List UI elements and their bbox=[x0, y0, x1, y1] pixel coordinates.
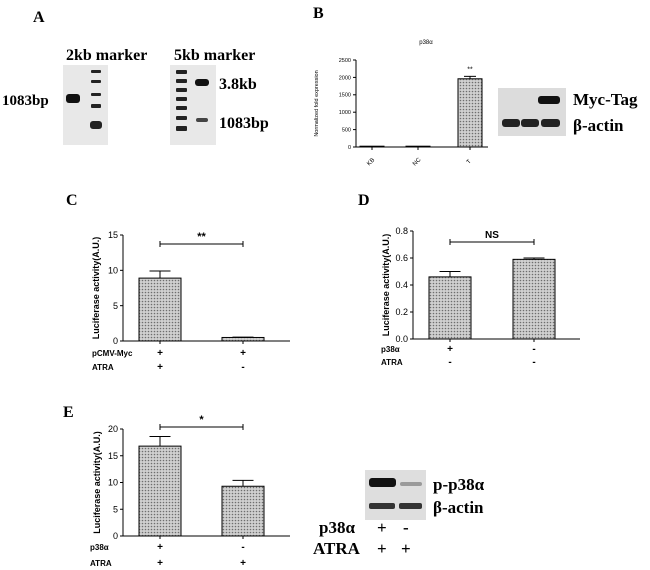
chart-d-condition-value: - bbox=[532, 357, 535, 368]
chart-e-condition-value: + bbox=[240, 558, 246, 569]
gel2-label-3-8kb: 3.8kb bbox=[219, 76, 257, 93]
chart-e-condition-value: - bbox=[241, 542, 244, 553]
gel1-size-label: 1083bp bbox=[2, 93, 49, 109]
blot-e-actin-band-1 bbox=[369, 503, 395, 509]
chart-c-condition-value: + bbox=[240, 348, 246, 359]
chart-d-significance: NS bbox=[485, 230, 499, 241]
chart-c: 0 5 10 15 Luciferase activity(A.U.) ** pCMV-My… bbox=[91, 230, 290, 373]
blot-e-label-actin: β-actin bbox=[433, 498, 484, 517]
chart-b-ytick-label: 2500 bbox=[339, 58, 351, 64]
chart-b-significance: ** bbox=[467, 66, 473, 73]
chart-e-ytick-label: 0 bbox=[113, 531, 118, 541]
chart-b-ytick-label: 500 bbox=[342, 128, 351, 134]
chart-b-ytick-label: 2000 bbox=[339, 75, 351, 81]
chart-d-ytick-label: 0.2 bbox=[395, 307, 408, 317]
chart-c-ylabel: Luciferase activity(A.U.) bbox=[91, 237, 101, 340]
gel1-title: 2kb marker bbox=[66, 47, 147, 64]
panel-a-letter: A bbox=[33, 9, 45, 26]
gel1-band-sample bbox=[66, 94, 80, 103]
chart-d: 0.0 0.2 0.4 0.6 0.8 Luciferase activity(A.U.)… bbox=[381, 226, 580, 368]
panel-b-letter: B bbox=[313, 5, 324, 22]
chart-b-ytick-label: 1500 bbox=[339, 93, 351, 99]
blot-e-pp38-band-1 bbox=[369, 478, 396, 487]
blot-e-cond-name-2: ATRA bbox=[313, 539, 361, 558]
chart-e-significance: * bbox=[199, 414, 204, 426]
chart-e-ytick-label: 10 bbox=[108, 478, 118, 488]
panel-c-letter: C bbox=[66, 192, 78, 209]
blot-e-cond-2-lane-1: + bbox=[377, 539, 387, 558]
chart-c-condition-value: + bbox=[157, 348, 163, 359]
chart-d-condition-value: - bbox=[448, 357, 451, 368]
blot-b-label-myc: Myc-Tag bbox=[573, 90, 638, 109]
chart-c-significance: ** bbox=[197, 231, 206, 243]
blot-e-cond-1-lane-2: - bbox=[403, 518, 409, 537]
chart-c-condition-value: + bbox=[157, 362, 163, 373]
blot-e-cond-2-lane-2: + bbox=[401, 539, 411, 558]
chart-b-ytick-label: 1000 bbox=[339, 110, 351, 116]
blot-b-image bbox=[498, 88, 566, 136]
chart-c-bar bbox=[221, 336, 265, 342]
chart-d-condition-name: p38α bbox=[381, 345, 400, 354]
gel2-image bbox=[170, 65, 216, 145]
chart-b-category-label: KB bbox=[366, 157, 376, 167]
chart-b-ytick-label: 0 bbox=[348, 145, 351, 151]
chart-d-condition-value: - bbox=[532, 344, 535, 355]
chart-e-ytick-label: 15 bbox=[108, 451, 118, 461]
blot-e-cond-name-1: p38α bbox=[319, 518, 355, 537]
chart-d-bar bbox=[428, 276, 472, 340]
chart-c-condition-value: - bbox=[241, 362, 244, 373]
chart-b-category-label: T bbox=[466, 159, 473, 166]
blot-b-label-actin: β-actin bbox=[573, 116, 624, 135]
chart-c-ytick-label: 15 bbox=[108, 230, 118, 240]
chart-d-bar bbox=[512, 258, 556, 340]
chart-b-ylabel: Normalized fold expression bbox=[314, 70, 320, 136]
chart-d-ytick-label: 0.0 bbox=[395, 334, 408, 344]
chart-d-ytick-label: 0.4 bbox=[395, 280, 408, 290]
chart-b-bar bbox=[359, 145, 385, 148]
chart-b-category-label: NC bbox=[412, 157, 423, 168]
chart-c-bar bbox=[138, 277, 182, 342]
chart-d-ytick-label: 0.6 bbox=[395, 253, 408, 263]
chart-c-ytick-label: 5 bbox=[113, 301, 118, 311]
chart-c-condition-name: ATRA bbox=[92, 363, 114, 372]
panel-e-letter: E bbox=[63, 404, 74, 421]
chart-e-condition-value: + bbox=[157, 542, 163, 553]
chart-e: 0 5 10 15 20 Luciferase activity(A.U.) * p38α + -… bbox=[90, 414, 290, 569]
chart-e-condition-value: + bbox=[157, 558, 163, 569]
chart-b-title: p38α bbox=[419, 40, 433, 46]
chart-e-ylabel: Luciferase activity(A.U.) bbox=[92, 431, 102, 534]
gel2-title: 5kb marker bbox=[174, 47, 255, 64]
chart-e-condition-name: p38α bbox=[90, 543, 109, 552]
blot-e-image bbox=[365, 470, 426, 520]
chart-d-condition-value: + bbox=[447, 344, 453, 355]
chart-d-condition-name: ATRA bbox=[381, 358, 403, 367]
chart-b: 0 500 1000 1500 2000 2500 Normalized fold expr… bbox=[314, 40, 488, 167]
blot-b-actin-bands bbox=[502, 119, 560, 127]
blot-b-myc-band bbox=[538, 96, 560, 104]
gel2-band-1083bp bbox=[196, 118, 208, 122]
chart-c-ytick-label: 0 bbox=[113, 336, 118, 346]
blot-e-pp38-band-2 bbox=[400, 482, 422, 486]
gel1-ladder bbox=[90, 70, 102, 129]
chart-e-condition-name: ATRA bbox=[90, 559, 112, 568]
chart-e-bar bbox=[138, 445, 182, 537]
gel2-band-3-8kb bbox=[195, 79, 209, 86]
chart-b-bar bbox=[457, 78, 483, 148]
chart-e-bar bbox=[221, 485, 265, 537]
blot-e-cond-1-lane-1: + bbox=[377, 518, 387, 537]
chart-d-ylabel: Luciferase activity(A.U.) bbox=[381, 234, 391, 337]
chart-e-ytick-label: 5 bbox=[113, 504, 118, 514]
chart-c-condition-name: pCMV-Myc bbox=[92, 349, 133, 358]
blot-e-label-pp38: p-p38α bbox=[433, 475, 485, 494]
gel2-ladder bbox=[176, 70, 187, 131]
chart-e-ytick-label: 20 bbox=[108, 424, 118, 434]
blot-e-actin-band-2 bbox=[399, 503, 422, 509]
gel1-image bbox=[63, 65, 108, 145]
chart-d-ytick-label: 0.8 bbox=[395, 226, 408, 236]
panel-d-letter: D bbox=[358, 192, 370, 209]
chart-c-ytick-label: 10 bbox=[108, 265, 118, 275]
gel2-label-1083bp: 1083bp bbox=[219, 115, 269, 132]
